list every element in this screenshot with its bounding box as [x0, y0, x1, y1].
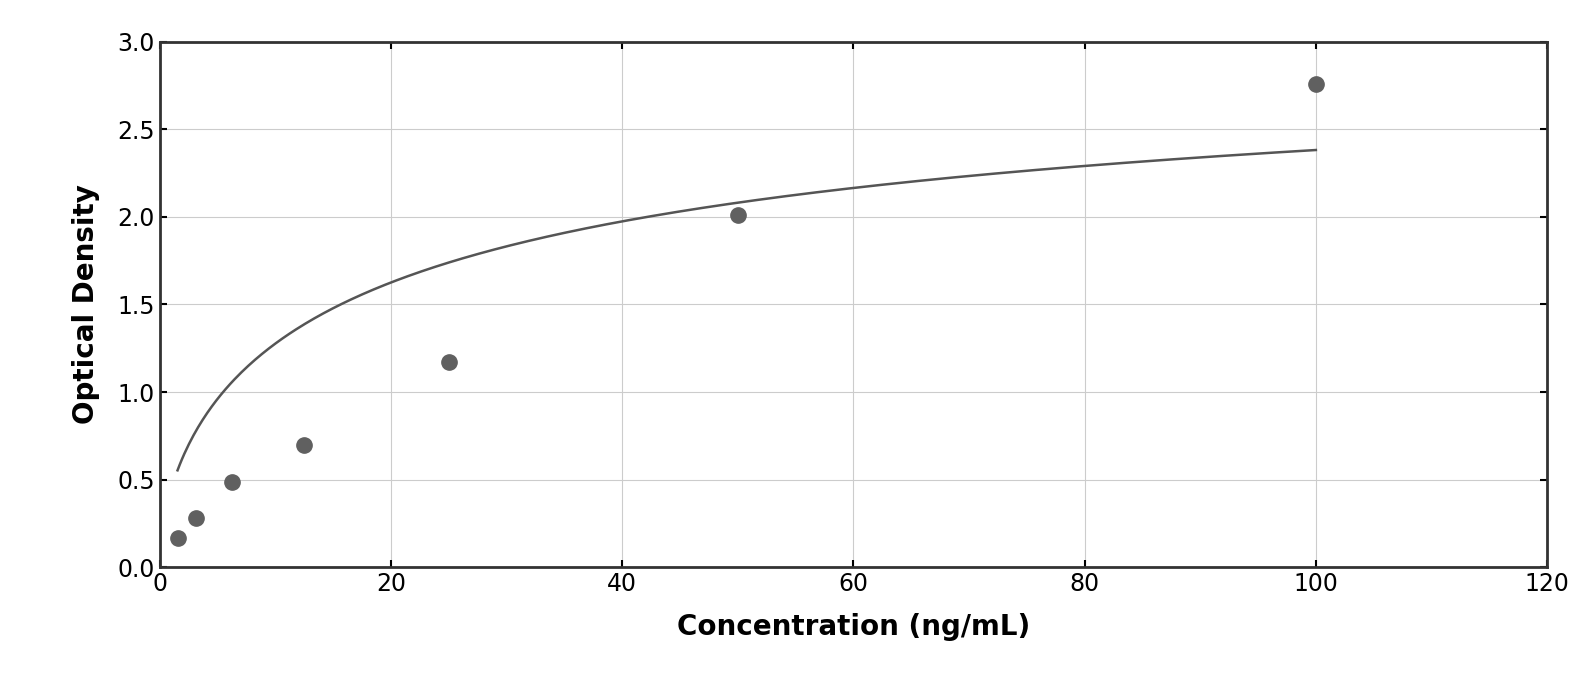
Point	[164, 532, 190, 543]
X-axis label: Concentration (ng/mL): Concentration (ng/mL)	[676, 613, 1030, 641]
Point	[219, 476, 244, 487]
Point	[435, 357, 461, 368]
Point	[724, 210, 751, 221]
Y-axis label: Optical Density: Optical Density	[72, 185, 100, 424]
Point	[292, 439, 317, 450]
Point	[183, 513, 209, 524]
Point	[1303, 78, 1329, 89]
